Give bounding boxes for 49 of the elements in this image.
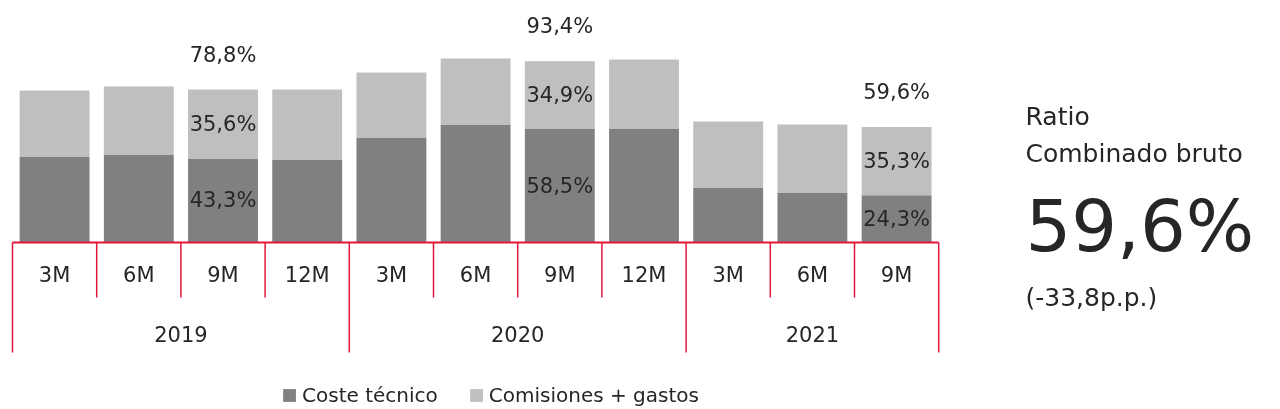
bar <box>19 156 90 243</box>
x-tick-label: 12M <box>284 263 330 288</box>
x-tick-label: 9M <box>207 263 239 288</box>
x-tick-label: 6M <box>123 263 155 288</box>
bar <box>103 86 174 155</box>
total-label: 59,6% <box>863 79 930 104</box>
legend-label: Comisiones + gastos <box>488 383 699 407</box>
text: Ratio Combinado bruto <box>1025 102 1243 168</box>
bar <box>272 89 343 160</box>
bar <box>188 158 258 243</box>
bar <box>693 121 764 188</box>
bar <box>861 126 932 196</box>
bar <box>609 128 679 243</box>
data-label: 35,3% <box>863 149 930 174</box>
bar <box>524 61 595 130</box>
bar <box>272 159 343 243</box>
x-tick-label: 3M <box>375 263 408 288</box>
bar <box>609 59 679 129</box>
bar <box>440 58 511 125</box>
bar <box>440 124 511 243</box>
x-tick-label: 12M <box>621 263 667 288</box>
text: 2019 <box>154 322 208 347</box>
data-label: 24,3% <box>863 206 930 231</box>
bar <box>188 89 258 159</box>
text: 59,6% <box>1025 183 1255 268</box>
bar <box>777 192 848 243</box>
x-tick-label: 6M <box>459 263 492 288</box>
bar <box>356 137 427 243</box>
total-label: 93,4% <box>526 14 594 39</box>
text: 2021 <box>785 322 840 347</box>
bar <box>524 129 595 243</box>
text: 2020 <box>490 322 545 347</box>
bar <box>777 124 848 193</box>
bar <box>356 72 427 138</box>
bar <box>103 154 174 243</box>
data-label: 58,5% <box>526 173 594 198</box>
data-label: 34,9% <box>526 83 594 108</box>
data-label: 35,6% <box>189 111 257 136</box>
total-label: 78,8% <box>189 42 257 67</box>
x-tick-label: 9M <box>544 263 576 288</box>
x-tick-label: 6M <box>796 263 829 288</box>
x-tick-label: 3M <box>712 263 744 288</box>
text: (-33,8p.p.) <box>1025 283 1158 312</box>
data-label: 43,3% <box>189 188 257 213</box>
legend-label: Coste técnico <box>302 383 438 407</box>
bar <box>19 90 90 157</box>
bar <box>693 187 764 243</box>
x-tick-label: 3M <box>38 263 71 288</box>
x-tick-label: 9M <box>880 263 913 288</box>
